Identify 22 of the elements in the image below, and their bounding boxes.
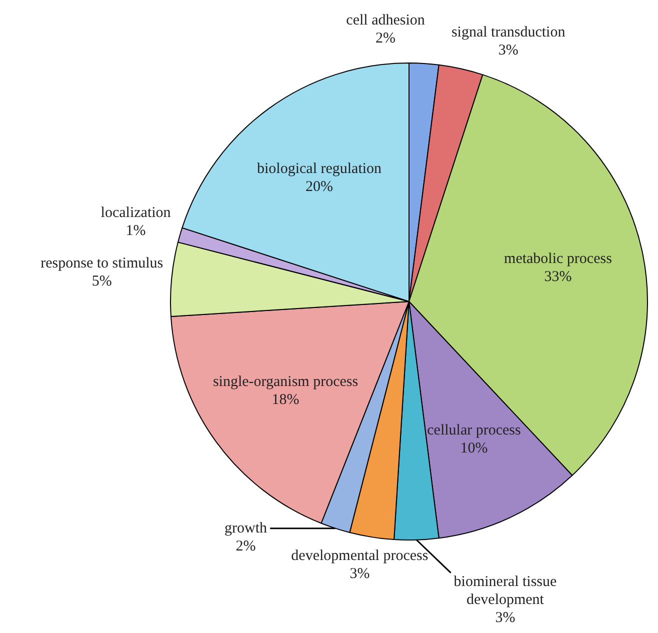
data-label: 5% — [92, 273, 112, 290]
data-label: 10% — [460, 440, 488, 457]
data-label: 2% — [376, 30, 396, 47]
data-label: 33% — [544, 269, 572, 286]
slice-label: localization — [100, 205, 172, 222]
slice-label: signal transduction — [451, 24, 566, 40]
data-label: 2% — [236, 538, 256, 555]
data-label: 18% — [272, 392, 300, 408]
slice-label: metabolic process — [504, 251, 612, 268]
data-label: 1% — [126, 223, 146, 240]
slice-label: growth — [224, 520, 268, 537]
data-label: 3% — [350, 566, 370, 582]
slice-label: single-organism process — [212, 374, 358, 390]
slice-label: developmental process — [291, 548, 428, 564]
data-label: 3% — [495, 610, 516, 626]
slice-label: biological regulation — [257, 160, 382, 177]
slice-label: biomineral tissue development — [454, 574, 558, 608]
data-label: 3% — [498, 42, 518, 58]
slice-label: response to stimulus — [40, 255, 164, 272]
data-label: 20% — [306, 178, 334, 195]
slice-label: cellular process — [427, 422, 521, 439]
slice-label: cell adhesion — [346, 12, 426, 29]
